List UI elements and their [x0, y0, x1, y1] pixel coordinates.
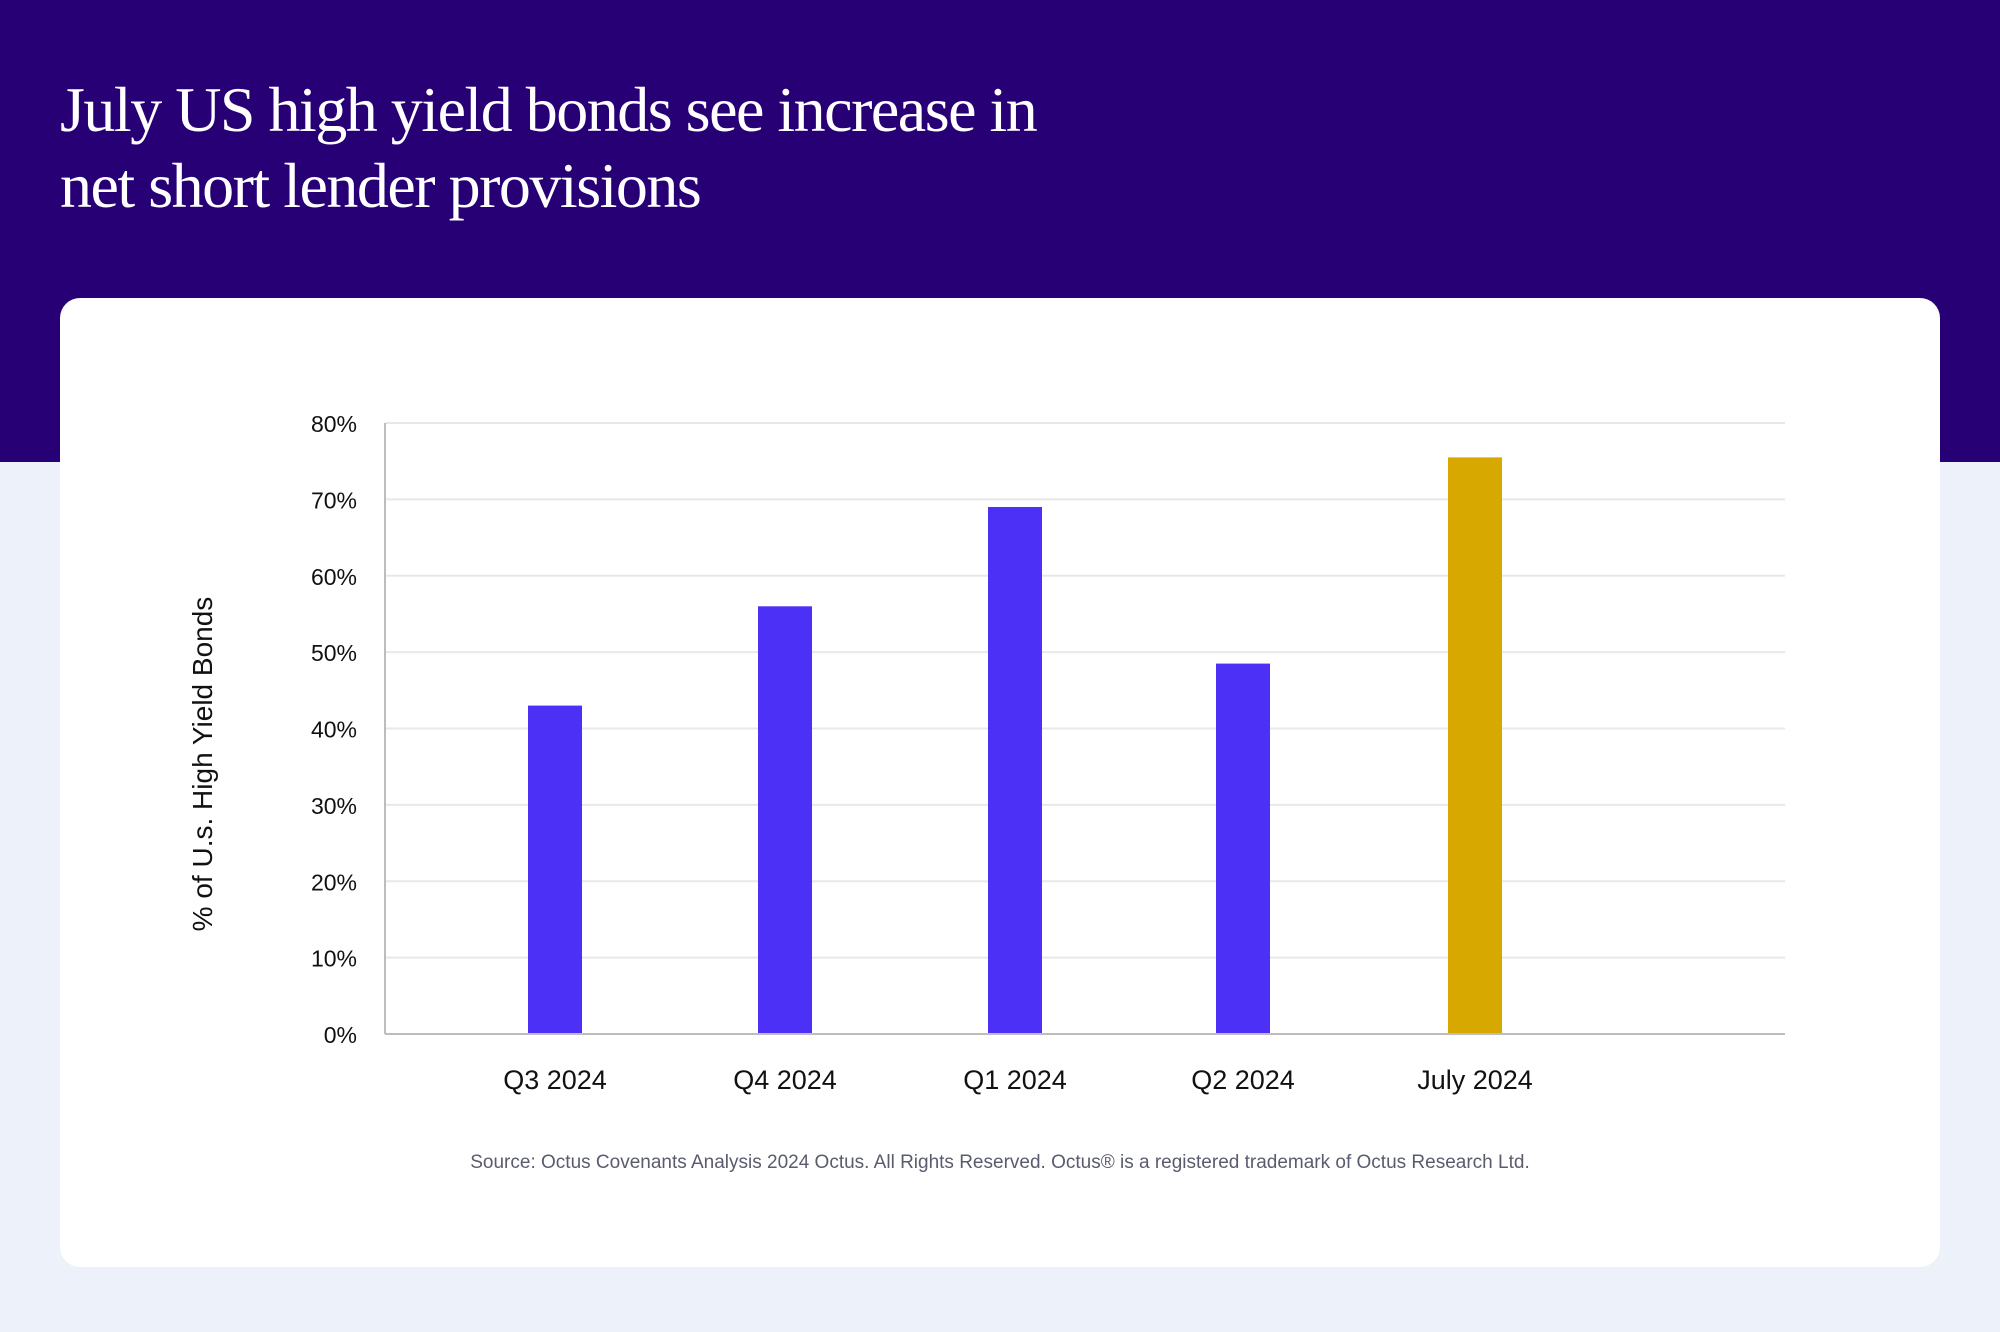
- y-tick-label: 20%: [311, 869, 357, 895]
- y-tick-label: 40%: [311, 717, 357, 743]
- x-tick-label: Q2 2024: [1191, 1065, 1295, 1095]
- x-tick-label: Q3 2024: [503, 1065, 607, 1095]
- bar: [1216, 663, 1270, 1034]
- y-axis-label: % of U.s. High Yield Bonds: [187, 597, 218, 932]
- y-tick-label: 50%: [311, 640, 357, 666]
- title-line-1: July US high yield bonds see increase in: [60, 74, 1038, 145]
- y-tick-label: 60%: [311, 564, 357, 590]
- source-note: Source: Octus Covenants Analysis 2024 Oc…: [470, 1152, 1530, 1173]
- y-tick-label: 10%: [311, 946, 357, 972]
- x-tick-label: Q4 2024: [733, 1065, 837, 1095]
- bar: [528, 705, 582, 1034]
- gridlines: [385, 422, 1785, 959]
- bar: [988, 507, 1042, 1034]
- bar: [1448, 457, 1502, 1034]
- x-tick-labels: Q3 2024 Q4 2024 Q1 2024 Q2 2024 July 2024: [503, 1065, 1533, 1095]
- bars: [528, 457, 1502, 1034]
- y-tick-label: 70%: [311, 487, 357, 513]
- bar: [758, 606, 812, 1034]
- y-tick-label: 30%: [311, 793, 357, 819]
- y-tick-labels: 0% 10% 20% 30% 40% 50% 60% 70% 80%: [311, 411, 357, 1048]
- x-tick-label: Q1 2024: [963, 1065, 1067, 1095]
- chart-title: July US high yield bonds see increase in…: [60, 72, 1360, 224]
- y-tick-label: 80%: [311, 411, 357, 437]
- title-line-2: net short lender provisions: [60, 150, 702, 221]
- x-tick-label: July 2024: [1417, 1065, 1533, 1095]
- axes: [384, 423, 1785, 1035]
- y-tick-label: 0%: [324, 1022, 357, 1048]
